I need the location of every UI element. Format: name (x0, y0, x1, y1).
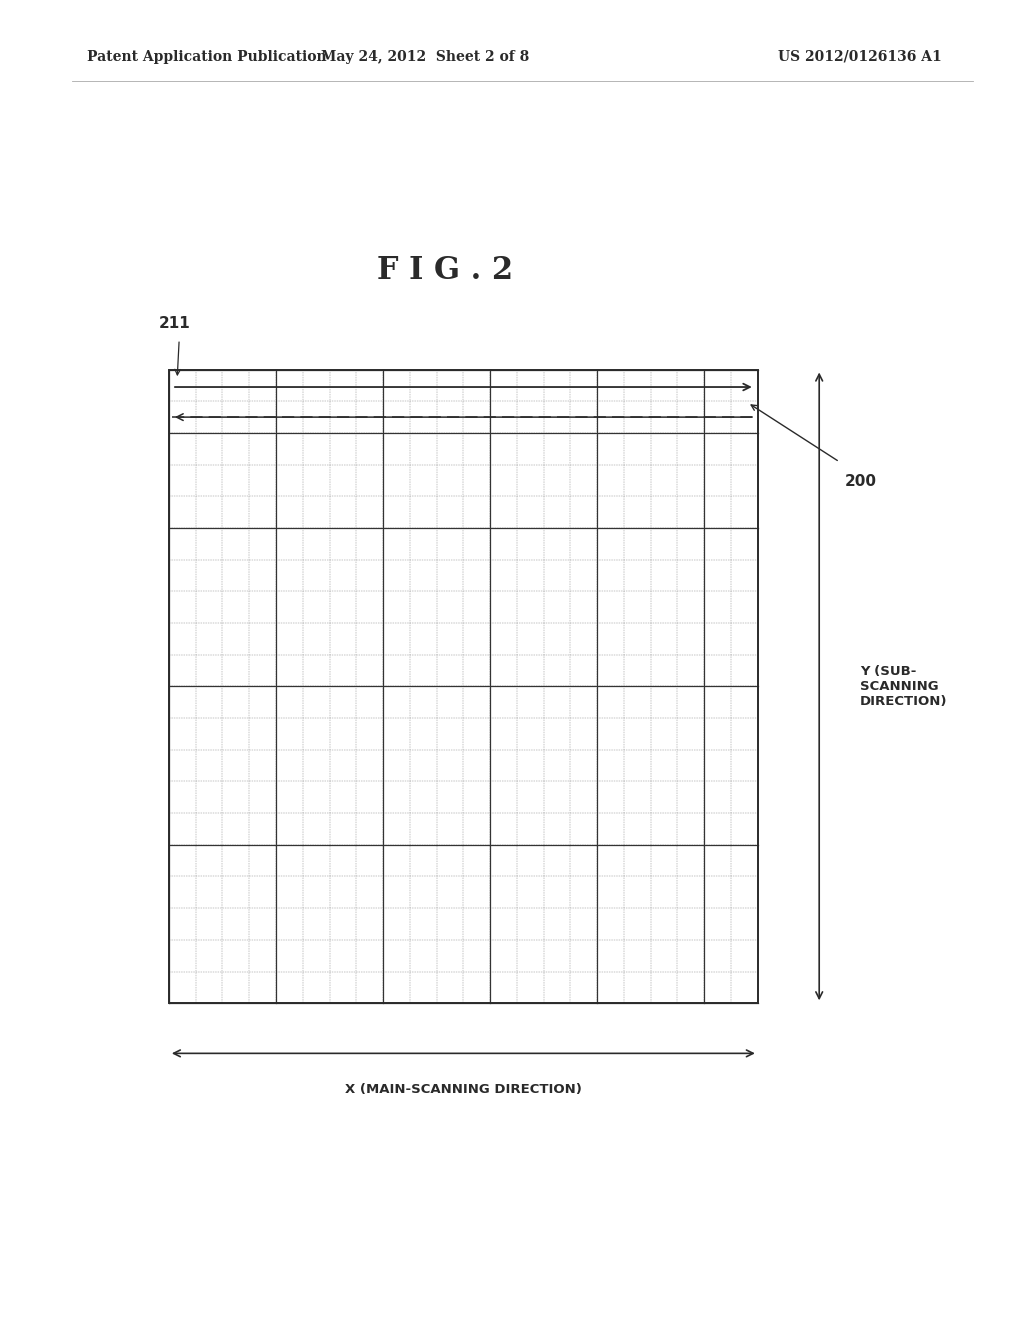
Text: 211: 211 (159, 315, 190, 331)
Text: Y (SUB-
SCANNING
DIRECTION): Y (SUB- SCANNING DIRECTION) (860, 665, 947, 708)
Text: US 2012/0126136 A1: US 2012/0126136 A1 (778, 50, 942, 63)
Bar (169, 370, 758, 1003)
Text: X (MAIN-SCANNING DIRECTION): X (MAIN-SCANNING DIRECTION) (345, 1082, 582, 1096)
Text: 200: 200 (845, 474, 877, 490)
Text: F I G . 2: F I G . 2 (378, 255, 513, 286)
Text: Patent Application Publication: Patent Application Publication (87, 50, 327, 63)
Text: May 24, 2012  Sheet 2 of 8: May 24, 2012 Sheet 2 of 8 (321, 50, 529, 63)
Bar (169, 370, 758, 1003)
